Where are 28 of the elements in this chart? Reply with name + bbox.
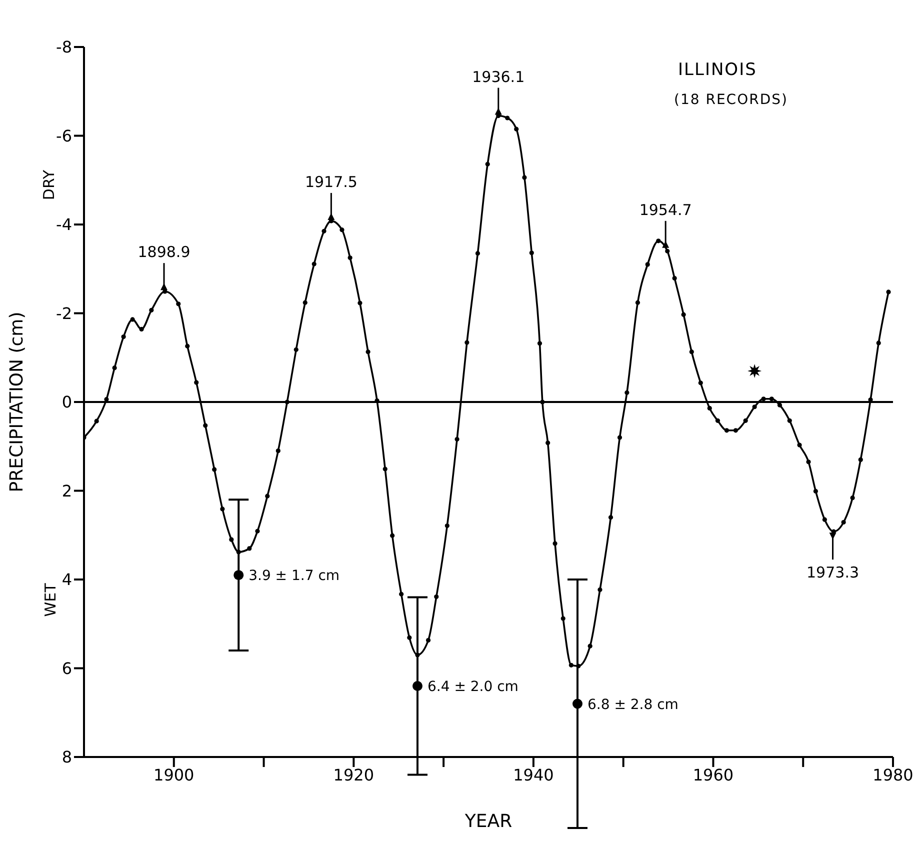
y-tick-label: 8 xyxy=(62,748,72,767)
text: WET xyxy=(42,583,60,617)
y-tick-label: -2 xyxy=(56,304,72,323)
x-tick-label: 1960 xyxy=(692,765,734,784)
text: (18 RECORDS) xyxy=(674,92,788,108)
x-tick-label: 1980 xyxy=(872,765,914,784)
annotation: 1954.7 xyxy=(639,200,692,219)
y-tick-label: 2 xyxy=(62,481,72,500)
x-tick-label: 1920 xyxy=(333,765,374,784)
data-label: 6.4 ± 2.0 cm xyxy=(427,679,518,695)
annotation: 1917.5 xyxy=(304,172,358,191)
text: DRY xyxy=(40,170,58,200)
y-tick-label: -6 xyxy=(56,126,72,146)
x-tick-label: 1900 xyxy=(154,765,194,784)
annotation: 1973.3 xyxy=(806,564,860,582)
y-tick-label: -8 xyxy=(56,38,72,57)
annotation: 1898.9 xyxy=(138,243,190,262)
data-label: 6.8 ± 2.8 cm xyxy=(587,696,678,713)
y-tick-label: -4 xyxy=(56,215,72,234)
y-tick-label: 0 xyxy=(62,392,72,412)
x-tick-label: 1940 xyxy=(513,765,554,784)
data-label: 3.9 ± 1.7 cm xyxy=(248,568,340,584)
x-axis-title: YEAR xyxy=(464,811,512,832)
y-tick-label: 6 xyxy=(62,658,72,678)
y-tick-label: 4 xyxy=(62,570,72,590)
text: ILLINOIS xyxy=(678,60,757,80)
annotation: 1936.1 xyxy=(472,68,525,86)
y-axis-title: PRECIPITATION (cm) xyxy=(6,312,28,492)
